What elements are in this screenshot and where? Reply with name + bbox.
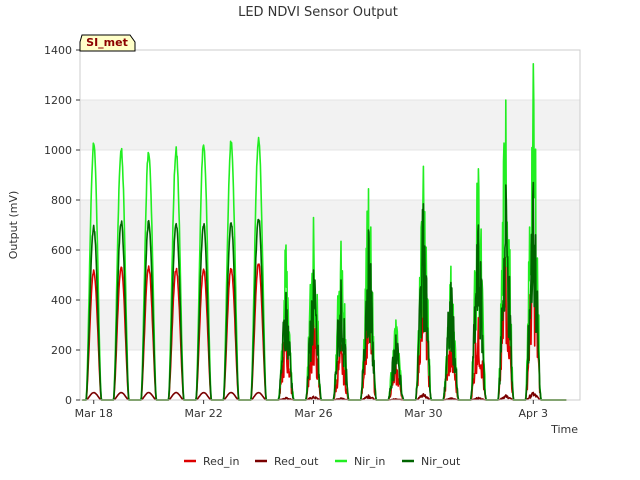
- y-tick-label: 1000: [44, 144, 72, 157]
- site-badge-label: SI_met: [86, 36, 128, 49]
- chart-title: LED NDVI Sensor Output: [238, 5, 398, 20]
- y-tick-label: 1200: [44, 94, 72, 107]
- x-axis-ticks: Mar 18 Mar 22 Mar 26 Mar 30 Apr 3: [75, 400, 548, 420]
- legend-label: Nir_out: [421, 455, 461, 468]
- y-tick-label: 800: [51, 194, 72, 207]
- site-badge: SI_met: [79, 34, 136, 52]
- grid-band: [80, 100, 580, 150]
- y-tick-label: 600: [51, 244, 72, 257]
- site-badge-shape: [79, 34, 136, 52]
- y-tick-label: 400: [51, 294, 72, 307]
- y-axis-ticks: 0 200 400 600 800 1000 1200 1400: [44, 44, 80, 407]
- y-tick-label: 200: [51, 344, 72, 357]
- y-tick-label: 1400: [44, 44, 72, 57]
- grid-band: [80, 300, 580, 350]
- y-tick-label: 0: [65, 394, 72, 407]
- x-tick-label: Mar 18: [75, 407, 113, 420]
- plot-frame: [79, 49, 581, 401]
- grid-band: [80, 200, 580, 250]
- legend-label: Red_out: [274, 455, 319, 468]
- x-tick-label: Mar 22: [185, 407, 223, 420]
- plot-background: [80, 50, 580, 400]
- y-axis-label: Output (mV): [7, 191, 20, 260]
- x-tick-label: Apr 3: [519, 407, 549, 420]
- x-axis-label: Time: [550, 423, 578, 436]
- legend-label: Nir_in: [354, 455, 385, 468]
- legend-label: Red_in: [203, 455, 239, 468]
- x-tick-label: Mar 30: [404, 407, 442, 420]
- x-tick-label: Mar 26: [294, 407, 332, 420]
- legend: Red_in Red_out Nir_in Nir_out: [184, 455, 461, 468]
